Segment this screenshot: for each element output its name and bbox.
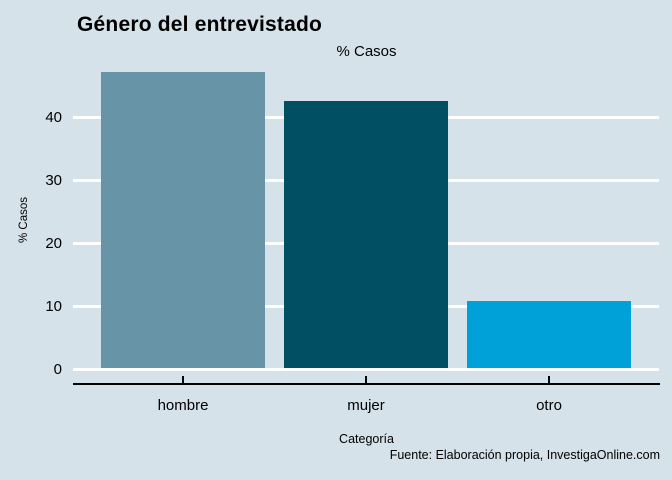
chart-title: Género del entrevistado — [77, 13, 323, 36]
chart-subtitle: % Casos — [336, 43, 397, 60]
x-tick-label: hombre — [157, 397, 209, 414]
x-axis-title: Categoría — [339, 432, 394, 446]
y-tick-label: 20 — [45, 234, 62, 252]
source-note: Fuente: Elaboración propia, InvestigaOnl… — [389, 448, 660, 462]
y-tick-label: 30 — [45, 171, 62, 189]
y-tick-label: 0 — [53, 360, 62, 378]
bar-hombre — [101, 71, 265, 368]
y-tick-label: 10 — [45, 297, 62, 315]
x-tick-mark — [365, 376, 367, 384]
bar-otro — [467, 301, 631, 368]
gridline — [73, 368, 659, 371]
x-tick-label: otro — [536, 397, 562, 414]
y-tick-label: 40 — [45, 108, 62, 126]
x-tick-mark — [548, 376, 550, 384]
bar-mujer — [284, 100, 448, 368]
x-tick-mark — [182, 376, 184, 384]
x-axis-line — [73, 383, 660, 385]
x-tick-label: mujer — [347, 397, 385, 414]
